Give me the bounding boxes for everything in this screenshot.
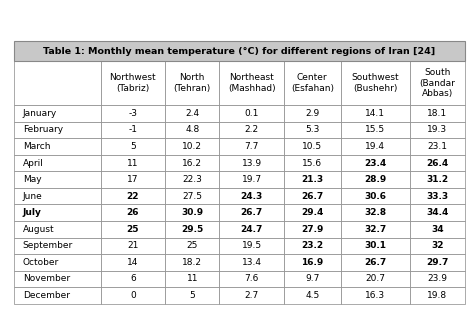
Bar [14, 41, 465, 61]
Text: Table 1: Monthly mean temperature (°C) for different regions of Iran [24]: Table 1: Monthly mean temperature (°C) f… [43, 46, 436, 55]
